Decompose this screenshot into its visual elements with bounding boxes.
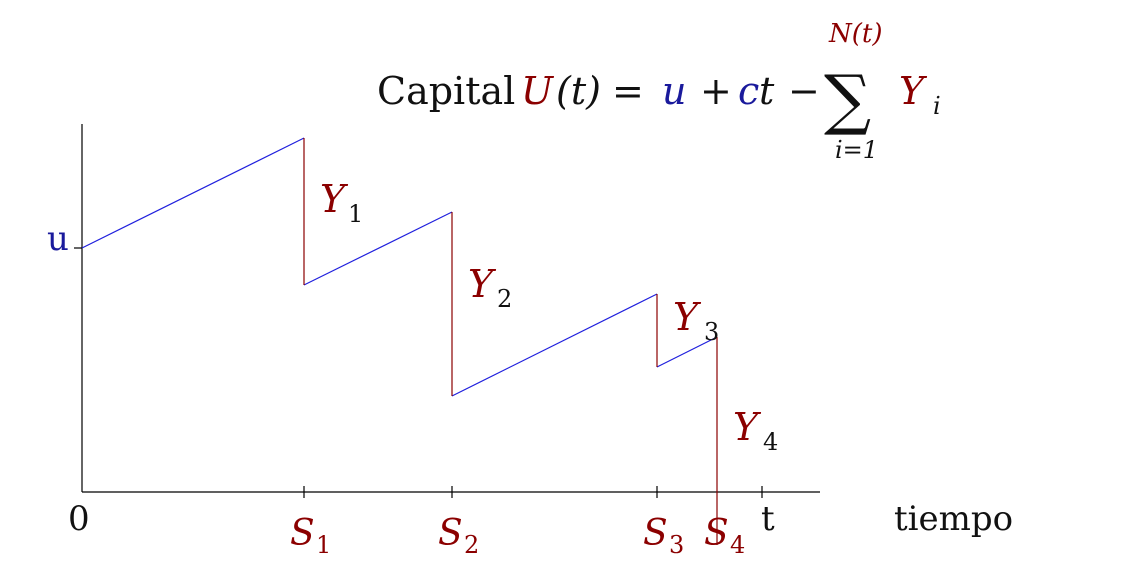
- capital-formula: Capital U (t) = u + c t − N(t) ∑ i=1 Y i: [377, 19, 941, 164]
- time-label-S1-sub: 1: [316, 531, 331, 559]
- growth-segment-2: [303, 211, 453, 286]
- time-label-S1: S: [290, 513, 315, 554]
- claim-label-Y1-sub: 1: [348, 200, 363, 228]
- time-label-S2: S: [438, 513, 463, 554]
- formula-Y: Y: [899, 69, 928, 113]
- claim-label-Y4-sub: 4: [763, 428, 778, 456]
- origin-label: 0: [68, 499, 90, 539]
- formula-sum-lower: i=1: [835, 136, 878, 164]
- formula-Y-subscript: i: [933, 92, 941, 120]
- t-label: t: [761, 499, 775, 539]
- claim-time-labels: S 1 S 2 S 3 S 4: [290, 513, 745, 559]
- formula-equals: =: [612, 69, 644, 113]
- formula-sum-upper: N(t): [828, 19, 883, 49]
- claim-label-Y4: Y: [733, 405, 762, 449]
- growth-segment-4: [656, 336, 718, 368]
- claim-label-Y2: Y: [468, 262, 497, 306]
- capital-path: [81, 137, 718, 397]
- u-label: u: [47, 219, 69, 259]
- growth-segment-1: [81, 137, 305, 249]
- time-label-S4-sub: 4: [730, 531, 745, 559]
- claim-labels: Y 1 Y 2 Y 3 Y 4: [320, 177, 778, 456]
- growth-segment-3: [451, 293, 658, 397]
- formula-U: U: [521, 69, 555, 113]
- time-label-S4: S: [704, 513, 729, 554]
- formula-minus: −: [788, 69, 820, 113]
- formula-prefix: Capital: [377, 69, 515, 113]
- formula-u: u: [662, 69, 686, 113]
- formula-c: c: [738, 69, 759, 113]
- claim-label-Y1: Y: [320, 177, 349, 221]
- x-axis-title: tiempo: [894, 499, 1013, 539]
- claim-label-Y3: Y: [673, 295, 702, 339]
- formula-t-arg: (t): [556, 69, 601, 113]
- formula-sigma: ∑: [824, 61, 871, 138]
- claim-label-Y3-sub: 3: [704, 318, 719, 346]
- claim-jumps: [303, 138, 718, 545]
- time-label-S3: S: [643, 513, 668, 554]
- time-label-S2-sub: 2: [464, 531, 479, 559]
- time-label-S3-sub: 3: [669, 531, 684, 559]
- claim-label-Y2-sub: 2: [497, 285, 512, 313]
- formula-t: t: [759, 69, 775, 113]
- formula-plus: +: [700, 69, 732, 113]
